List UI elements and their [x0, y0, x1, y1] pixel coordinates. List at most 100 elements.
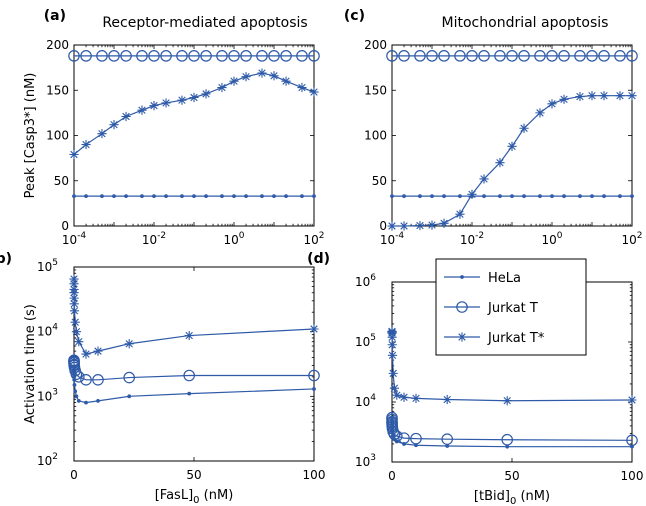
y-tick-label-b-0: 102 — [37, 452, 58, 468]
point-c-star-15 — [587, 91, 597, 101]
point-c-dot-11 — [538, 194, 542, 199]
axes-frame-b — [73, 266, 315, 462]
series-line-a-star — [73, 72, 315, 155]
panel-title-c: Mitochondrial apoptosis — [442, 15, 609, 31]
point-a-circle-0 — [68, 50, 80, 62]
point-b-dot-13 — [187, 391, 192, 396]
point-a-star-7 — [161, 98, 171, 108]
point-a-circle-14 — [256, 50, 268, 62]
point-a-star-6 — [149, 101, 159, 111]
point-a-dot-10 — [204, 194, 208, 199]
point-a-dot-11 — [220, 194, 224, 199]
point-c-star-5 — [455, 209, 465, 219]
x-axis-label-b: [FasL]0 (nM) — [155, 488, 234, 506]
point-b-dot-10 — [84, 400, 88, 405]
point-c-dot-7 — [482, 194, 486, 199]
point-d-circle-10 — [398, 432, 410, 444]
point-c-dot-17 — [618, 194, 622, 199]
point-c-circle-1 — [398, 50, 410, 62]
point-c-star-7 — [479, 174, 489, 184]
point-a-circle-13 — [240, 50, 252, 62]
point-c-circle-17 — [614, 50, 626, 62]
y-axis-label-a: Peak [Casp3*] (nM) — [23, 73, 38, 199]
y-tick-label-d-2: 105 — [355, 333, 376, 349]
point-b-dot-8 — [74, 394, 79, 399]
point-d-star-5 — [387, 340, 397, 350]
y-tick-label-c-2: 100 — [364, 129, 387, 143]
series-line-b-star — [73, 279, 315, 355]
y-tick-label-b-1: 103 — [37, 387, 58, 403]
point-a-dot-1 — [84, 194, 88, 199]
y-tick-label-a-2: 100 — [46, 129, 69, 143]
y-tick-label-b-2: 104 — [37, 323, 58, 339]
point-c-circle-14 — [574, 50, 586, 62]
point-c-star-1 — [399, 221, 409, 231]
point-b-star-5 — [69, 299, 79, 309]
point-c-circle-16 — [598, 50, 610, 62]
point-a-star-11 — [217, 82, 227, 93]
point-d-star-7 — [388, 368, 398, 378]
point-b-dot-7 — [73, 389, 78, 394]
x-tick-label-d-1: 50 — [504, 469, 519, 483]
panel-title-a: Receptor-mediated apoptosis — [102, 15, 307, 31]
point-c-dot-0 — [390, 194, 394, 199]
point-c-circle-3 — [426, 50, 438, 62]
point-a-star-13 — [241, 72, 251, 82]
point-b-circle-8 — [70, 368, 83, 380]
point-a-dot-12 — [232, 194, 236, 199]
point-d-circle-12 — [441, 433, 453, 445]
point-a-circle-7 — [160, 50, 172, 62]
point-b-circle-14 — [308, 369, 320, 382]
x-tick-label-b-1: 50 — [186, 468, 201, 482]
point-a-dot-6 — [152, 194, 156, 199]
legend-label-star: Jurkat T* — [487, 331, 545, 346]
axes-frame-a — [73, 44, 315, 227]
panel-a: 10-4 10-2 100 102 0 50 100 150 200 (a) Receptor-me… — [23, 8, 325, 247]
point-c-circle-8 — [494, 50, 506, 62]
y-tick-label-c-4: 200 — [364, 38, 387, 52]
point-a-dot-14 — [260, 194, 264, 199]
point-a-dot-7 — [164, 194, 168, 199]
x-tick-label-c-0: 10-4 — [380, 231, 405, 247]
x-tick-label-d-0: 0 — [388, 469, 396, 483]
panel-b: 0 50 100 102 103 104 105 (b) Activation time (s)… — [0, 251, 325, 506]
y-tick-label-a-1: 50 — [54, 174, 69, 188]
point-a-circle-10 — [200, 50, 212, 62]
point-c-circle-15 — [586, 50, 598, 62]
point-b-star-1 — [69, 279, 79, 289]
point-a-circle-15 — [268, 50, 280, 62]
point-a-star-16 — [281, 76, 291, 86]
point-b-star-11 — [93, 346, 103, 356]
point-a-circle-8 — [176, 50, 188, 62]
y-tick-label-a-3: 150 — [46, 83, 69, 97]
point-c-star-18 — [627, 91, 637, 101]
point-a-star-3 — [109, 120, 119, 130]
point-b-star-13 — [184, 330, 194, 341]
point-c-star-10 — [519, 123, 529, 133]
panel-label-b: (b) — [0, 251, 12, 267]
tick-marks-b — [73, 266, 315, 462]
point-a-circle-9 — [188, 50, 200, 62]
point-b-star-14 — [309, 324, 319, 334]
point-c-dot-8 — [498, 194, 502, 199]
point-b-star-3 — [69, 288, 79, 298]
y-axis-label-b: Activation time (s) — [23, 304, 38, 424]
point-a-dot-4 — [124, 194, 128, 199]
point-b-dot-12 — [127, 394, 132, 399]
point-a-star-5 — [137, 105, 147, 115]
point-c-dot-9 — [510, 194, 514, 199]
point-c-dot-15 — [590, 194, 594, 199]
point-d-circle-13 — [501, 433, 513, 446]
point-c-circle-11 — [534, 50, 546, 62]
point-a-circle-6 — [148, 50, 160, 62]
y-tick-label-d-3: 106 — [355, 273, 376, 289]
legend-marker-circle — [456, 301, 468, 313]
point-b-star-7 — [70, 317, 80, 327]
point-c-star-13 — [559, 94, 569, 104]
point-c-star-16 — [599, 91, 609, 101]
legend-label-dot: HeLa — [488, 271, 521, 286]
legend-marker-dot — [460, 275, 464, 279]
point-d-star-6 — [387, 350, 398, 360]
point-a-star-1 — [81, 139, 91, 150]
panel-c: 10-4 10-2 100 102 0 50 100 150 200 (c) Mitochondri… — [344, 8, 643, 247]
